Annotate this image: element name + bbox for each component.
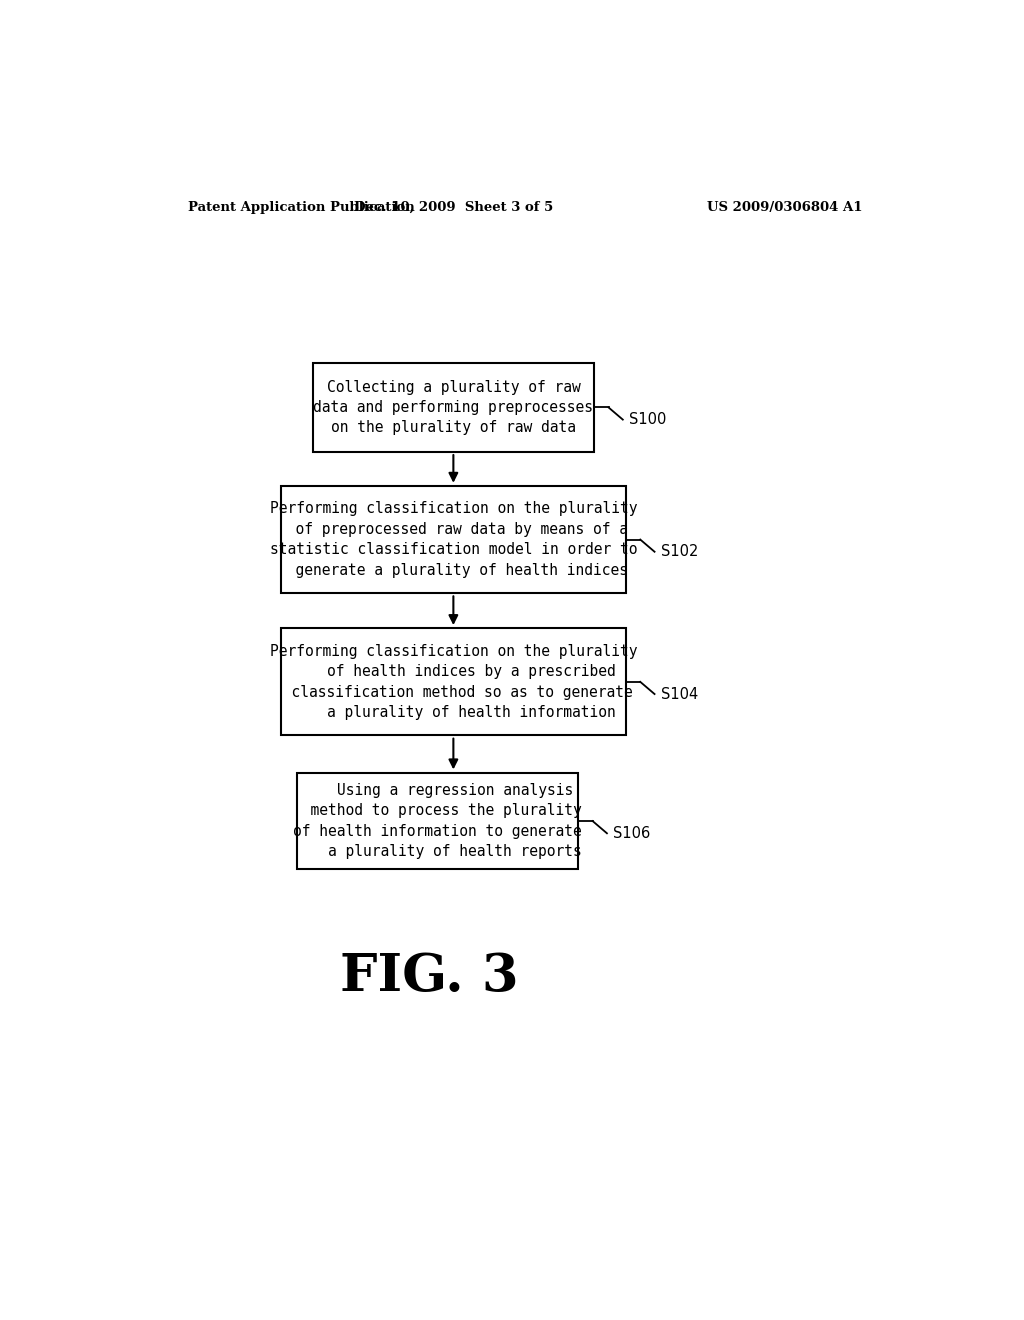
FancyBboxPatch shape xyxy=(281,486,626,593)
Text: US 2009/0306804 A1: US 2009/0306804 A1 xyxy=(707,201,862,214)
FancyBboxPatch shape xyxy=(312,363,594,453)
Text: Using a regression analysis
  method to process the plurality
of health informat: Using a regression analysis method to pr… xyxy=(293,783,582,859)
FancyBboxPatch shape xyxy=(281,628,626,735)
Text: S106: S106 xyxy=(613,826,650,841)
Text: S102: S102 xyxy=(660,544,698,560)
Text: FIG. 3: FIG. 3 xyxy=(340,952,519,1002)
FancyBboxPatch shape xyxy=(297,772,579,870)
Text: Collecting a plurality of raw
data and performing preprocesses
on the plurality : Collecting a plurality of raw data and p… xyxy=(313,380,593,436)
Text: Patent Application Publication: Patent Application Publication xyxy=(187,201,415,214)
Text: S104: S104 xyxy=(660,686,698,701)
Text: Performing classification on the plurality
  of preprocessed raw data by means o: Performing classification on the plurali… xyxy=(269,502,637,578)
Text: S100: S100 xyxy=(629,412,667,428)
Text: Performing classification on the plurality
    of health indices by a prescribed: Performing classification on the plurali… xyxy=(269,644,637,719)
Text: Dec. 10, 2009  Sheet 3 of 5: Dec. 10, 2009 Sheet 3 of 5 xyxy=(353,201,553,214)
